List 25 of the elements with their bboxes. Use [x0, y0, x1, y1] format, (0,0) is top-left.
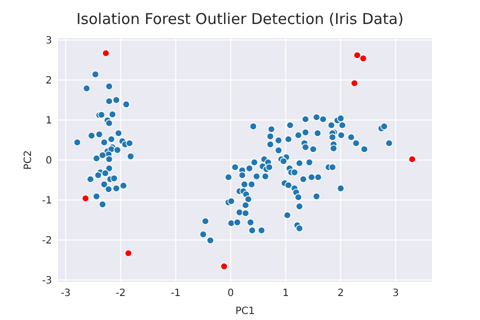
chart-title: Isolation Forest Outlier Detection (Iris Data)	[76, 10, 404, 28]
x-tick-label: 2	[338, 288, 344, 299]
y-tick-label: 0	[46, 156, 52, 166]
y-axis-title: PC2	[23, 150, 34, 170]
x-tick-label: 0	[228, 288, 234, 299]
x-tick-label: 1	[282, 288, 289, 299]
point	[350, 79, 358, 87]
y-tick-label: 1	[46, 116, 52, 126]
y-tick-label: 3	[46, 36, 52, 46]
x-tick-label: -2	[116, 288, 126, 299]
point	[353, 51, 361, 59]
y-tick-label: 2	[46, 76, 52, 86]
point	[102, 49, 110, 57]
x-tick-label: -1	[170, 288, 181, 299]
x-tick-label: 3	[392, 288, 399, 299]
x-axis-title: PC1	[235, 306, 255, 317]
point	[82, 194, 90, 202]
x-tick-label: -3	[60, 288, 71, 299]
point	[124, 249, 132, 257]
point	[408, 155, 416, 163]
y-tick-label: -3	[42, 276, 52, 286]
y-tick-label: -2	[42, 236, 52, 246]
point	[359, 54, 368, 62]
y-tick-label: -1	[42, 196, 52, 206]
point	[220, 262, 228, 270]
